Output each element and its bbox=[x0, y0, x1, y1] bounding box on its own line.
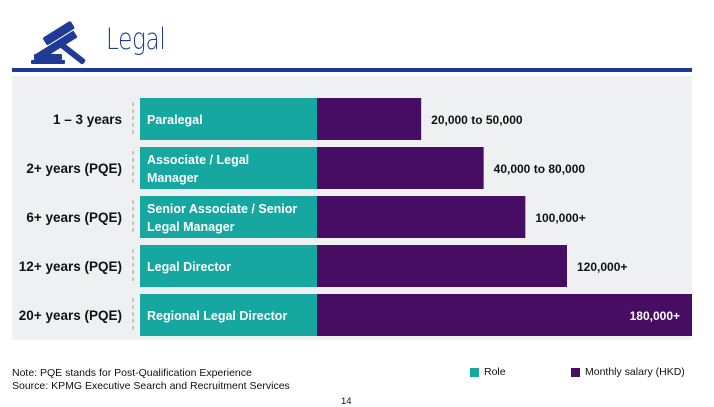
pqe-note: Note: PQE stands for Post-Qualification … bbox=[12, 367, 252, 379]
role-label: Senior Associate / Senior bbox=[147, 202, 297, 216]
page-number: 14 bbox=[341, 396, 352, 407]
gavel-icon bbox=[31, 21, 86, 65]
salary-bar-chart: 1 – 3 years Paralegal 20,000 to 50,000 2+ y… bbox=[19, 98, 692, 336]
salary-label: 100,000+ bbox=[535, 211, 585, 225]
legend-swatch-role bbox=[470, 367, 479, 377]
legend-swatch-salary bbox=[571, 367, 580, 377]
role-bar bbox=[140, 98, 317, 140]
role-label: Manager bbox=[147, 171, 199, 185]
page-title: Legal bbox=[106, 22, 166, 56]
role-bar bbox=[140, 245, 317, 287]
chart-panel: 1 – 3 years Paralegal 20,000 to 50,000 2+ y… bbox=[12, 76, 692, 340]
category-label: 2+ years (PQE) bbox=[26, 161, 122, 176]
role-label: Legal Manager bbox=[147, 220, 235, 234]
role-bar bbox=[140, 196, 317, 238]
salary-label: 20,000 to 50,000 bbox=[431, 113, 523, 127]
role-bar bbox=[140, 294, 317, 336]
category-label: 1 – 3 years bbox=[53, 112, 122, 127]
legend-label-salary: Monthly salary (HKD) bbox=[585, 366, 685, 378]
role-label: Associate / Legal bbox=[147, 153, 249, 167]
legend-item-role: Role bbox=[470, 366, 506, 378]
salary-bar bbox=[317, 147, 484, 189]
title-divider bbox=[12, 68, 692, 72]
salary-label: 120,000+ bbox=[577, 260, 627, 274]
salary-label: 180,000+ bbox=[630, 309, 680, 323]
salary-bar bbox=[317, 98, 422, 140]
legend-item-salary: Monthly salary (HKD) bbox=[571, 366, 685, 378]
source-note: Source: KPMG Executive Search and Recrui… bbox=[12, 380, 290, 392]
salary-bar bbox=[317, 294, 692, 336]
category-label: 6+ years (PQE) bbox=[26, 210, 122, 225]
salary-label: 40,000 to 80,000 bbox=[494, 162, 586, 176]
role-label: Paralegal bbox=[147, 113, 203, 127]
legend-label-role: Role bbox=[484, 366, 506, 378]
salary-bar bbox=[317, 196, 526, 238]
role-bar bbox=[140, 147, 317, 189]
category-label: 20+ years (PQE) bbox=[19, 308, 122, 323]
role-label: Regional Legal Director bbox=[147, 309, 287, 323]
category-label: 12+ years (PQE) bbox=[19, 259, 122, 274]
salary-bar bbox=[317, 245, 567, 287]
role-label: Legal Director bbox=[147, 260, 231, 274]
